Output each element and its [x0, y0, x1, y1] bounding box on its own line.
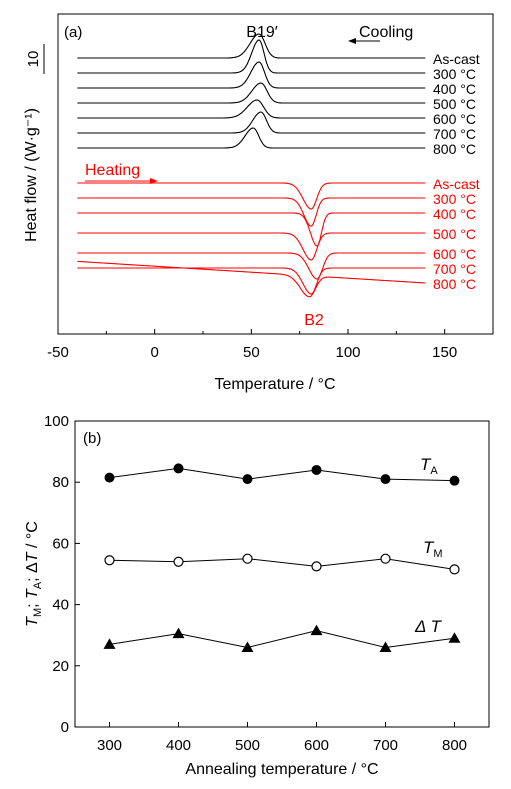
- curve-label-heating-9: 400 °C: [433, 206, 476, 222]
- x-tick-label: 300: [97, 737, 122, 754]
- x-tick-label: 150: [432, 344, 457, 361]
- curve-label-heating-7: As-cast: [433, 176, 480, 192]
- peak-b19-label: B19′: [246, 24, 277, 41]
- panel-b-x-axis-label: Annealing temperature / °C: [185, 761, 378, 778]
- curve-label-cooling-3: 500 °C: [433, 96, 476, 112]
- x-tick-label: 0: [150, 344, 158, 361]
- x-tick-label: 600: [304, 737, 329, 754]
- x-tick-label: 50: [243, 344, 260, 361]
- x-tick-label: 400: [166, 737, 191, 754]
- curve-heating-7: [77, 182, 426, 210]
- curve-cooling-0: [77, 33, 426, 59]
- panel-a-x-axis-label: Temperature / °C: [214, 376, 335, 393]
- point-ΔT: [172, 627, 185, 639]
- curve-cooling-6: [77, 127, 426, 149]
- x-tick-label: 700: [373, 737, 398, 754]
- curve-label-cooling-1: 300 °C: [433, 66, 476, 82]
- point-ΔT: [310, 624, 323, 636]
- curve-label-cooling-4: 600 °C: [433, 111, 476, 127]
- y-tick-label: 40: [52, 597, 69, 614]
- curve-label-heating-10: 500 °C: [433, 226, 476, 242]
- peak-b2-label: B2: [304, 312, 324, 329]
- curve-heating-10: [77, 232, 426, 261]
- curve-heating-8: [77, 197, 426, 227]
- curve-label-heating-11: 600 °C: [433, 246, 476, 262]
- curve-cooling-2: [77, 61, 426, 89]
- curve-cooling-5: [77, 111, 426, 134]
- point-TA: [311, 464, 322, 475]
- x-tick-label: -50: [47, 344, 69, 361]
- curve-label-cooling-0: As-cast: [433, 51, 480, 67]
- point-ΔT: [379, 641, 392, 652]
- panel-b-y-axis-label: TM; TA; ΔT / °C: [24, 521, 44, 627]
- y-tick-label: 80: [52, 474, 69, 491]
- panel-b-series: [103, 463, 461, 652]
- series-line-TM: [109, 558, 455, 570]
- point-TA: [104, 472, 115, 483]
- panel-a-label: (a): [64, 24, 82, 41]
- point-TM: [380, 553, 391, 564]
- point-TM: [104, 555, 115, 566]
- panel-a-curves: [77, 33, 426, 298]
- curve-cooling-1: [77, 39, 426, 74]
- series-label-TM: TM: [423, 538, 443, 560]
- panel-a-frame: [57, 13, 494, 335]
- curve-heating-12: [77, 267, 426, 295]
- panel-b-frame: [74, 420, 490, 728]
- curve-heating-11: [77, 252, 426, 280]
- curve-heating-13: [77, 260, 426, 298]
- panel-b: (b) 300 400 500 600 700 800 0 20 40 60 80 100 Anne…: [24, 413, 490, 778]
- point-TM: [311, 561, 322, 572]
- curve-heating-9: [77, 212, 426, 247]
- curve-label-cooling-2: 400 °C: [433, 81, 476, 97]
- panel-a: (a) -50 0 50 100 150 Temperature / °C Heat f…: [23, 13, 494, 393]
- y-tick-label: 60: [52, 535, 69, 552]
- series-line-TA: [109, 467, 455, 482]
- point-TM: [173, 556, 184, 567]
- curve-label-cooling-5: 700 °C: [433, 126, 476, 142]
- y-tick-label: 100: [44, 413, 69, 430]
- panel-a-x-ticks: -50 0 50 100 150: [47, 329, 457, 361]
- panel-b-label: (b): [83, 430, 101, 447]
- curve-label-heating-12: 700 °C: [433, 261, 476, 277]
- curve-label-cooling-6: 800 °C: [433, 141, 476, 157]
- point-ΔT: [103, 638, 116, 649]
- x-tick-label: 100: [335, 344, 360, 361]
- scale-bar-label: 10: [25, 51, 42, 68]
- x-tick-label: 500: [235, 737, 260, 754]
- point-TA: [173, 463, 184, 474]
- svg-text:TM; TA; ΔT / °C: TM; TA; ΔT / °C: [24, 521, 44, 627]
- x-tick-label: 800: [442, 737, 467, 754]
- series-label-TA: TA: [420, 455, 438, 477]
- point-ΔT: [241, 641, 254, 652]
- cooling-arrowhead: [348, 38, 356, 44]
- curve-label-heating-8: 300 °C: [433, 191, 476, 207]
- y-tick-label: 0: [61, 719, 69, 736]
- point-TM: [449, 564, 460, 575]
- series-line-ΔT: [109, 630, 455, 648]
- point-TA: [380, 474, 391, 485]
- panel-b-x-ticks: 300 400 500 600 700 800: [97, 722, 467, 754]
- panel-b-y-ticks: 0 20 40 60 80 100: [44, 413, 80, 736]
- series-label-ΔT: Δ T: [414, 617, 442, 636]
- y-tick-label: 20: [52, 658, 69, 675]
- point-TA: [242, 474, 253, 485]
- curve-cooling-4: [77, 99, 426, 119]
- panel-a-y-axis-label: Heat flow / (W·g⁻¹): [23, 108, 40, 242]
- point-ΔT: [448, 632, 461, 643]
- point-TA: [449, 475, 460, 486]
- curve-label-heating-13: 800 °C: [433, 276, 476, 292]
- panel-b-series-labels: TA TM Δ T: [414, 455, 443, 636]
- point-TM: [242, 553, 253, 564]
- curve-cooling-3: [77, 82, 426, 104]
- cooling-label: Cooling: [359, 24, 413, 41]
- heating-label: Heating: [85, 162, 140, 179]
